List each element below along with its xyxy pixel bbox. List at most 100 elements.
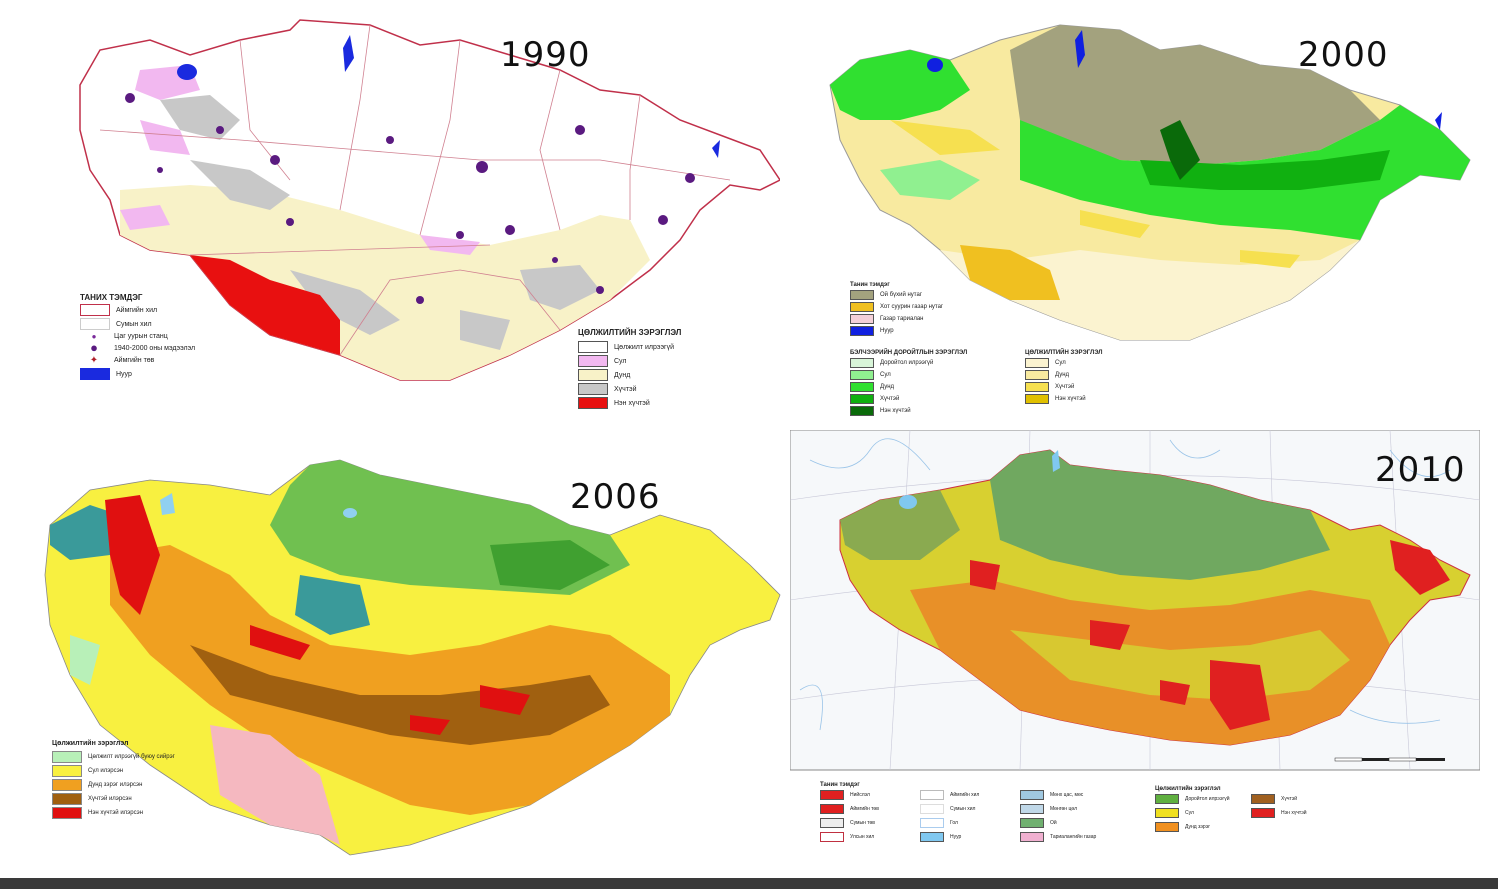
- legend-label: Нэн хүчтэй: [880, 408, 911, 414]
- legend-item: Нэн хүчтэй: [1025, 394, 1103, 404]
- legend-title: Цөлжилтийн зэрэглэл: [1155, 786, 1221, 792]
- legend-item: ✦ Аймгийн төв: [80, 355, 195, 366]
- legend-label: Ой: [1050, 820, 1057, 826]
- legend-swatch: [920, 804, 944, 814]
- legend-label: Улсын хил: [850, 834, 875, 840]
- legend-swatch: [578, 383, 608, 395]
- legend-label: Хот суурин газар нутаг: [880, 304, 944, 310]
- legend-title: ЦӨЛЖИЛТИЙН ЗЭРЭГЛЭЛ: [578, 328, 682, 337]
- legend-label: Доройтол илрээгүй: [1185, 796, 1230, 802]
- legend-title: ЦӨЛЖИЛТИЙН ЗЭРЭГЛЭЛ: [1025, 350, 1103, 356]
- legend-2010-symbols: Танин тэмдэг Нийслэл Аймгийн хил Мөнх ца…: [820, 782, 1110, 844]
- legend-2006: Цөлжилтийн зэрэглэл Цөлжилт илрээгүй бую…: [52, 740, 175, 821]
- legend-title: Танин тэмдэг: [820, 782, 860, 788]
- legend-label: 1940-2000 оны мэдээлэл: [114, 344, 196, 352]
- year-label-2006: 2006: [570, 477, 661, 517]
- legend-item: Сумын хил: [920, 804, 1010, 814]
- legend-item: Доройтол илрээгүй: [1155, 794, 1245, 804]
- legend-swatch: [578, 397, 608, 409]
- legend-swatch: [1025, 358, 1049, 368]
- legend-swatch: [850, 370, 874, 380]
- legend-swatch: [850, 358, 874, 368]
- legend-label: Нийслэл: [850, 792, 870, 798]
- legend-label: Газар тариалан: [880, 316, 924, 322]
- legend-label: Аймгийн хил: [116, 306, 158, 314]
- legend-item: Дунд зэрэг илэрсэн: [52, 779, 175, 791]
- legend-label: Нэн хүчтэй илэрсэн: [88, 810, 144, 816]
- legend-item: Хүчтэй: [578, 383, 681, 395]
- legend-label: Сумын хил: [116, 320, 152, 328]
- map-panel-1990: 1990 ТАНИХ ТЭМДЭГ Аймгийн хил Сумын хил …: [40, 10, 780, 440]
- legend-label: Гол: [950, 820, 958, 826]
- legend-item: Мөнгөн цөл: [1020, 804, 1110, 814]
- legend-item: Аймгийн хил: [80, 304, 195, 316]
- legend-swatch: [578, 341, 608, 353]
- legend-item: Цөлжилт илрээгүй: [578, 341, 681, 353]
- legend-swatch: [80, 304, 110, 316]
- legend-item: Нуур: [850, 326, 943, 336]
- legend-label: Нуур: [880, 328, 894, 334]
- legend-label: Цөлжилт илрээгүй: [614, 343, 674, 351]
- map-panel-2006: 2006 Цөлжилтийн зэрэглэл Цөлжилт илрээгү…: [10, 445, 790, 870]
- legend-item: Сул: [850, 370, 967, 380]
- legend-swatch: [1020, 832, 1044, 842]
- legend-label: Сул илэрсэн: [88, 768, 124, 774]
- map-panel-2000: 2000 Танин тэмдэг Ой бүхий нутаг Хот суу…: [820, 10, 1480, 430]
- legend-item: Улсын хил: [820, 832, 910, 842]
- legend-swatch: [578, 355, 608, 367]
- legend-2000-pasture: БЭЛЧЭЭРИЙН ДОРОЙТЛЫН ЗЭРЭГЛЭЛ Доройтол и…: [850, 350, 967, 418]
- legend-label: Аймгийн хил: [950, 792, 980, 798]
- legend-item: Хүчтэй: [850, 394, 967, 404]
- legend-item: Сул: [578, 355, 681, 367]
- legend-swatch: [820, 804, 844, 814]
- legend-item: Нэн хүчтэй: [850, 406, 967, 416]
- legend-swatch: [1020, 804, 1044, 814]
- map-2000: [829, 24, 1471, 341]
- legend-item: Гол: [920, 818, 1010, 828]
- star-icon: ✦: [89, 355, 99, 366]
- year-label-1990: 1990: [500, 35, 591, 75]
- legend-label: Сумын төв: [850, 820, 875, 826]
- legend-label: Хүчтэй: [1281, 796, 1298, 802]
- legend-label: Дунд зэрэг: [1185, 824, 1211, 830]
- legend-item: Сумын хил: [80, 318, 195, 330]
- legend-1990-desertification: ЦӨЛЖИЛТИЙН ЗЭРЭГЛЭЛ Цөлжилт илрээгүй Сул…: [578, 328, 681, 411]
- legend-label: Дунд: [1055, 372, 1070, 378]
- legend-swatch: [1155, 808, 1179, 818]
- legend-item: Нэн хүчтэй: [1251, 808, 1341, 818]
- legend-item: ● Цаг уурын станц: [80, 332, 195, 341]
- legend-label: Сул: [1055, 360, 1066, 366]
- legend-item: Ой бүхий нутаг: [850, 290, 943, 300]
- year-label-2010: 2010: [1375, 450, 1466, 490]
- legend-swatch: [850, 314, 874, 324]
- legend-swatch: [850, 326, 874, 336]
- legend-item: Хүчтэй илэрсэн: [52, 793, 175, 805]
- legend-item: Хүчтэй: [1025, 382, 1103, 392]
- legend-swatch: [1251, 794, 1275, 804]
- legend-item: Тариалангийн газар: [1020, 832, 1110, 842]
- map-1990: [79, 19, 780, 381]
- legend-label: Нэн хүчтэй: [614, 399, 650, 407]
- legend-item: Ой: [1020, 818, 1110, 828]
- legend-label: Сумын хил: [950, 806, 976, 812]
- legend-label: Нуур: [116, 370, 132, 378]
- map-panel-2010: 2010 Танин тэмдэг Нийслэл Аймгийн хил Мө…: [790, 430, 1480, 860]
- legend-item: Дунд: [850, 382, 967, 392]
- legend-label: Нэн хүчтэй: [1281, 810, 1307, 816]
- legend-swatch: [820, 818, 844, 828]
- legend-swatch: [80, 368, 110, 380]
- legend-item: ● 1940-2000 оны мэдээлэл: [80, 341, 196, 354]
- legend-1990-symbols: ТАНИХ ТЭМДЭГ Аймгийн хил Сумын хил ● Цаг …: [80, 293, 195, 382]
- legend-item: Дунд: [578, 369, 681, 381]
- legend-2000-desertification: ЦӨЛЖИЛТИЙН ЗЭРЭГЛЭЛ Сул Дунд Хүчтэй Нэн …: [1025, 350, 1103, 406]
- legend-swatch: [52, 779, 82, 791]
- legend-label: Дунд: [614, 371, 631, 379]
- legend-swatch: [52, 751, 82, 763]
- legend-label: Дунд: [880, 384, 895, 390]
- scale-bar: [1334, 757, 1445, 762]
- station-dot-icon: ●: [91, 332, 97, 341]
- map-2006: [44, 459, 781, 856]
- legend-label: Доройтол илрээгүй: [880, 360, 934, 366]
- legend-label: Мөнх цас, мөс: [1050, 792, 1084, 798]
- legend-swatch: [52, 807, 82, 819]
